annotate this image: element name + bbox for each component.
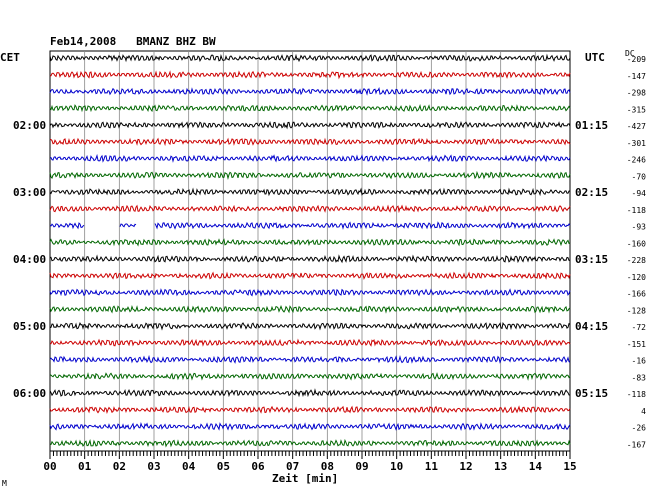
x-tick-label: 04 [182, 460, 196, 473]
dc-offset-label: -246 [627, 156, 646, 165]
trace-line [49, 288, 571, 297]
x-tick-label: 02 [113, 460, 126, 473]
dc-label: DC [625, 49, 635, 58]
dc-offset-label: -151 [627, 340, 646, 349]
dc-offset-label: -70 [632, 172, 647, 181]
dc-offset-label: -120 [627, 273, 646, 282]
right-hour-label: 01:15 [575, 119, 608, 132]
trace-line [49, 421, 571, 432]
dc-offset-label: -118 [627, 206, 646, 215]
left-hour-label: 06:00 [13, 387, 46, 400]
trace-line [49, 104, 571, 113]
x-tick-label: 11 [425, 460, 439, 473]
trace-line [49, 321, 571, 331]
dc-offset-label: -427 [627, 122, 646, 131]
right-hour-label: 05:15 [575, 387, 608, 400]
x-tick-label: 08 [321, 460, 334, 473]
trace-line [49, 137, 571, 147]
dc-offset-label: -315 [627, 105, 646, 114]
x-tick-label: 10 [390, 460, 403, 473]
x-tick-label: 13 [494, 460, 507, 473]
trace-line [49, 438, 571, 448]
trace-group [49, 53, 571, 448]
dc-offset-label: -72 [632, 323, 647, 332]
dc-offset-label: -16 [632, 357, 647, 366]
dc-offset-label: -118 [627, 390, 646, 399]
x-tick-label: 00 [43, 460, 56, 473]
left-hour-label: 05:00 [13, 320, 46, 333]
dc-offset-label: -128 [627, 306, 646, 315]
x-tick-label: 12 [459, 460, 472, 473]
dc-offset-label: -301 [627, 139, 646, 148]
plot-grid [49, 50, 571, 452]
x-tick-label: 03 [147, 460, 160, 473]
trace-line [49, 388, 571, 398]
dc-offset-label: -94 [632, 189, 647, 198]
x-axis-label: Zeit [min] [272, 472, 338, 485]
x-tick-label: 01 [78, 460, 92, 473]
dc-offset-label: -166 [627, 290, 646, 299]
trace-line [49, 221, 571, 230]
dc-offset-label: -93 [632, 223, 647, 232]
dc-offset-label: 4 [641, 407, 646, 416]
dc-offset-label: -209 [627, 55, 646, 64]
trace-line [49, 271, 571, 280]
corner-mark: M [2, 479, 7, 488]
x-tick-label: 07 [286, 460, 299, 473]
dc-offset-label: -160 [627, 239, 646, 248]
x-tick-label: 05 [217, 460, 230, 473]
trace-line [49, 338, 571, 347]
x-tick-label: 09 [355, 460, 368, 473]
trace-line [49, 304, 571, 314]
trace-line [49, 354, 571, 364]
trace-line [49, 120, 571, 130]
trace-line [49, 153, 571, 163]
x-axis: 00 01 02 03 04 05 06 07 08 09 10 11 12 13 14 15 [43, 451, 577, 473]
dc-offset-label: -83 [632, 373, 647, 382]
right-hour-label: 02:15 [575, 186, 608, 199]
chart-title: Feb14,2008 BMANZ BHZ BW [50, 35, 216, 48]
trace-line [49, 53, 571, 63]
trace-line [49, 238, 571, 247]
trace-line [49, 254, 571, 264]
x-tick-label: 06 [251, 460, 265, 473]
left-hour-label: 04:00 [13, 253, 46, 266]
label-group: -209 -147 -298 -315 -427 -301 -246 -70 -94 -118 -9… [13, 55, 646, 449]
trace-line [49, 70, 571, 80]
trace-line [49, 405, 571, 415]
left-zone-label: CET [0, 51, 20, 64]
dc-offset-label: -228 [627, 256, 646, 265]
left-hour-label: 03:00 [13, 186, 46, 199]
right-hour-label: 04:15 [575, 320, 608, 333]
right-zone-label: UTC [585, 51, 605, 64]
trace-line [49, 170, 571, 180]
left-hour-label: 02:00 [13, 119, 46, 132]
x-tick-label: 15 [563, 460, 576, 473]
trace-line [49, 372, 571, 381]
dc-offset-label: -147 [627, 72, 646, 81]
dc-offset-label: -298 [627, 89, 646, 98]
dc-offset-label: -26 [632, 424, 647, 433]
right-hour-label: 03:15 [575, 253, 608, 266]
trace-line [49, 187, 571, 197]
trace-line [49, 87, 571, 96]
x-tick-label: 14 [529, 460, 543, 473]
dc-offset-label: -167 [627, 440, 646, 449]
trace-line [49, 204, 571, 214]
